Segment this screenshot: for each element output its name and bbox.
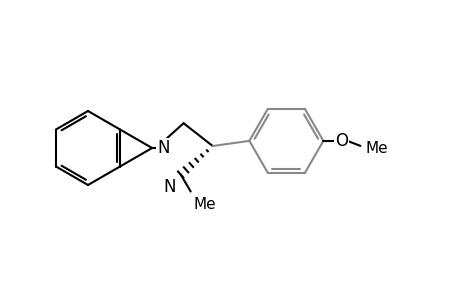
Text: Me: Me — [193, 196, 216, 211]
Text: N: N — [163, 178, 175, 196]
Text: O: O — [334, 132, 347, 150]
Text: N: N — [157, 139, 169, 157]
Text: Me: Me — [364, 141, 387, 156]
